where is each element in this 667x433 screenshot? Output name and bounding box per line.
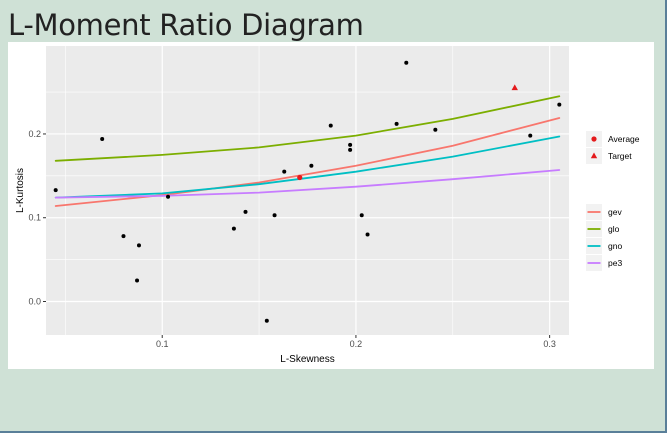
- data-point: [272, 213, 277, 218]
- legend-label-average: Average: [608, 134, 640, 144]
- data-point: [359, 213, 364, 218]
- page-title: L-Moment Ratio Diagram: [8, 8, 364, 42]
- y-tick-label: 0.0: [28, 296, 41, 306]
- target-point: [511, 84, 518, 91]
- data-point: [231, 226, 236, 231]
- legend-label-target: Target: [608, 151, 632, 161]
- legend-target-marker: [590, 152, 598, 159]
- y-tick-label: 0.2: [28, 129, 41, 139]
- data-point: [328, 123, 333, 128]
- data-point: [264, 318, 269, 323]
- x-tick-label: 0.3: [543, 339, 556, 349]
- x-tick-label: 0.2: [350, 339, 363, 349]
- data-point: [53, 188, 58, 193]
- data-point: [100, 136, 105, 141]
- data-point: [433, 127, 438, 132]
- series-line-pe3: [54, 169, 561, 199]
- data-point: [136, 243, 141, 248]
- data-point: [557, 102, 562, 107]
- data-point: [166, 194, 171, 199]
- data-point: [121, 234, 126, 239]
- legend-label-glo: glo: [608, 224, 620, 234]
- average-point: [297, 174, 303, 181]
- y-axis-title: L-Kurtosis: [15, 168, 26, 213]
- y-tick-label: 0.1: [28, 213, 41, 223]
- data-point: [348, 142, 353, 147]
- data-point: [135, 278, 140, 283]
- x-tick-label: 0.1: [156, 339, 169, 349]
- x-axis-title: L-Skewness: [280, 354, 334, 365]
- data-point: [528, 133, 533, 138]
- data-point: [404, 60, 409, 65]
- data-point: [394, 121, 399, 126]
- data-point: [365, 232, 370, 237]
- legend-label-pe3: pe3: [608, 258, 622, 268]
- data-point: [309, 163, 314, 168]
- legend-label-gev: gev: [608, 207, 622, 217]
- data-point: [282, 169, 287, 174]
- legend-average-marker: [591, 136, 597, 142]
- series-line-glo: [54, 95, 561, 162]
- data-point: [243, 209, 248, 214]
- series-line-gno: [54, 135, 561, 199]
- data-point: [348, 147, 353, 152]
- legend-label-gno: gno: [608, 241, 622, 251]
